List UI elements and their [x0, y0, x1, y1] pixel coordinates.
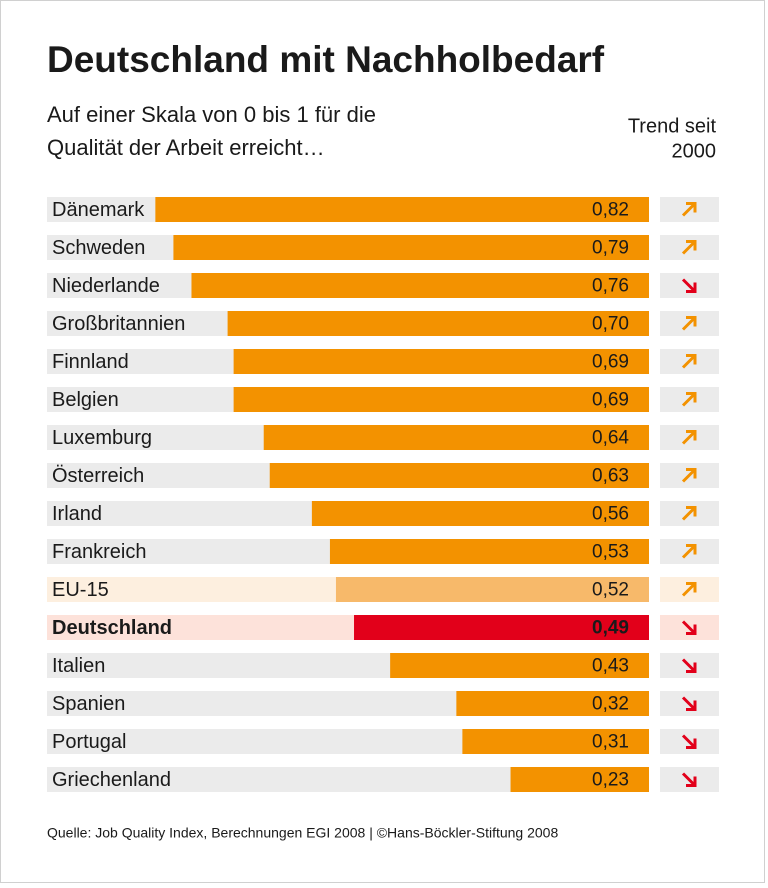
bar [329, 539, 649, 564]
category-label: Portugal [52, 731, 127, 753]
bar [456, 691, 649, 716]
bar [311, 501, 649, 526]
trend-arrow [681, 772, 697, 787]
bar [233, 349, 649, 374]
subtitle: Auf einer Skala von 0 bis 1 für die [47, 102, 376, 127]
source: Quelle: Job Quality Index, Berechnungen … [47, 825, 558, 841]
value-label: 0,70 [592, 314, 629, 335]
bar [155, 197, 650, 222]
trend-arrow [681, 430, 697, 445]
chart-title: Deutschland mit Nachholbedarf [47, 39, 605, 80]
value-label: 0,63 [592, 466, 629, 487]
trend-arrow [681, 582, 697, 597]
trend-arrow [681, 354, 697, 369]
value-label: 0,52 [592, 580, 629, 601]
value-label: 0,82 [592, 200, 629, 221]
value-label: 0,69 [592, 390, 629, 411]
category-label: Schweden [52, 237, 145, 259]
value-label: 0,32 [592, 694, 629, 715]
value-label: 0,49 [592, 618, 629, 639]
category-label: Finnland [52, 351, 129, 373]
value-label: 0,23 [592, 770, 629, 791]
trend-arrow [681, 392, 697, 407]
category-label: Österreich [52, 465, 144, 487]
trend-arrow [681, 506, 697, 521]
bar [173, 235, 650, 260]
value-label: 0,53 [592, 542, 629, 563]
trend-arrow [681, 734, 697, 749]
category-label: Luxemburg [52, 427, 152, 449]
bar [510, 767, 649, 792]
trend-arrow [681, 202, 697, 217]
bar [227, 311, 649, 336]
category-label: EU-15 [52, 579, 109, 601]
value-label: 0,31 [592, 732, 629, 753]
trend-arrow [681, 620, 697, 635]
bar [390, 653, 649, 678]
bar [269, 463, 649, 488]
category-label: Italien [52, 655, 105, 677]
category-label: Griechenland [52, 769, 171, 791]
value-label: 0,56 [592, 504, 629, 525]
trend-arrow [681, 240, 697, 255]
trend-arrow [681, 696, 697, 711]
value-label: 0,79 [592, 238, 629, 259]
trend-header: Trend seit [628, 115, 717, 137]
category-label: Niederlande [52, 275, 160, 297]
category-label: Belgien [52, 389, 119, 411]
bar [233, 387, 649, 412]
value-label: 0,69 [592, 352, 629, 373]
bar [335, 577, 649, 602]
category-label: Deutschland [52, 617, 172, 639]
value-label: 0,43 [592, 656, 629, 677]
category-label: Spanien [52, 693, 125, 715]
category-label: Frankreich [52, 541, 146, 563]
trend-arrow [681, 468, 697, 483]
value-label: 0,76 [592, 276, 629, 297]
trend-arrow [681, 658, 697, 673]
trend-arrow [681, 278, 697, 293]
category-label: Irland [52, 503, 102, 525]
trend-arrow [681, 316, 697, 331]
subtitle: Qualität der Arbeit erreicht… [47, 135, 325, 160]
value-label: 0,64 [592, 428, 629, 449]
bar [462, 729, 649, 754]
bar [191, 273, 650, 298]
bar [354, 615, 649, 640]
category-label: Dänemark [52, 199, 145, 221]
bar [263, 425, 649, 450]
category-label: Großbritannien [52, 313, 185, 335]
trend-header: 2000 [672, 140, 717, 162]
trend-arrow [681, 544, 697, 559]
